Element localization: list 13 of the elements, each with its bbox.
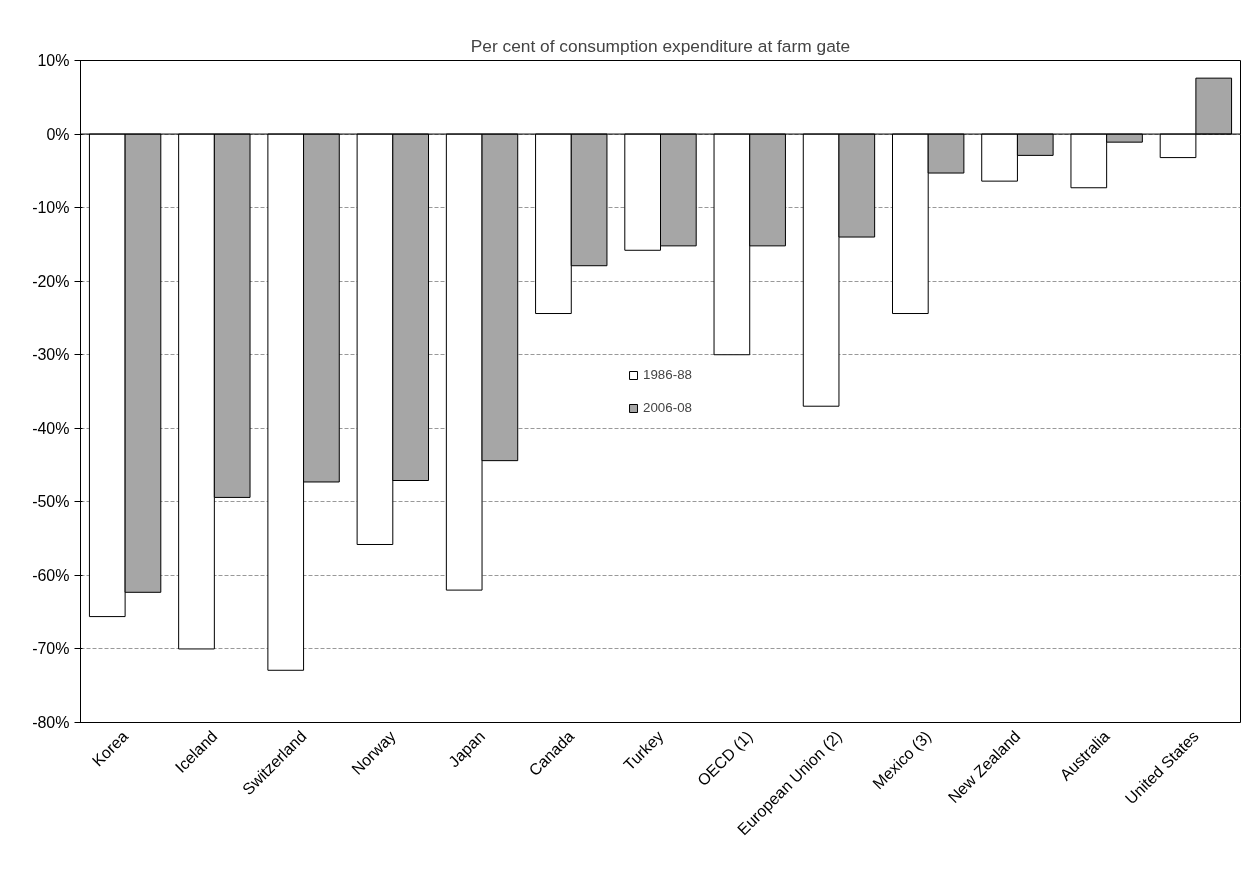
y-tick-label: -60%	[32, 566, 70, 584]
legend-label: 2006-08	[643, 400, 692, 415]
y-tick-label: 0%	[46, 125, 70, 143]
y-tick-label: -40%	[32, 419, 70, 437]
y-tick-label: -20%	[32, 272, 70, 290]
y-tick-label: 10%	[37, 52, 70, 69]
y-tick-label: -10%	[32, 199, 70, 217]
y-tick-label: -50%	[32, 493, 70, 511]
chart-title: Per cent of consumption expenditure at farm gate	[470, 35, 851, 56]
y-tick-label: -30%	[32, 346, 70, 364]
legend-label: 1986-88	[643, 367, 692, 382]
y-tick-label: -70%	[32, 640, 70, 658]
y-tick-label: -80%	[32, 714, 70, 731]
